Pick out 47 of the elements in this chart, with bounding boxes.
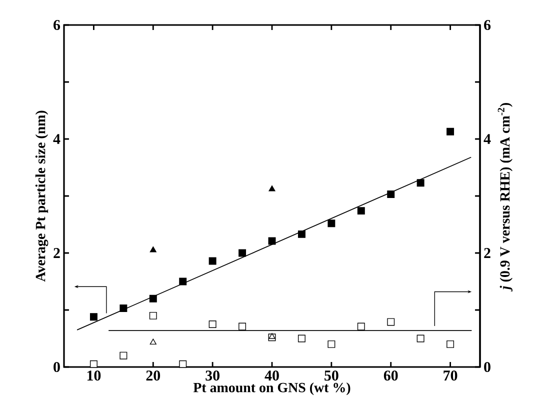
point <box>120 304 128 312</box>
point <box>328 220 336 228</box>
x-tick-label: 10 <box>87 370 101 381</box>
y-axis-title: Average Pt particle size (nm) <box>35 110 48 282</box>
point <box>328 340 336 348</box>
point <box>150 246 156 252</box>
y2-axis-title: j (0.9 V versus RHE) (mA cm$^{-2}$) <box>498 102 512 292</box>
x-tick-label: 70 <box>444 370 458 381</box>
point <box>268 237 276 245</box>
point <box>268 333 276 339</box>
x-tick-label: 60 <box>384 370 398 381</box>
point <box>298 230 306 238</box>
y2-tick-label: 2 <box>484 248 490 258</box>
point <box>179 360 187 368</box>
point <box>179 278 187 286</box>
point <box>416 179 424 187</box>
point <box>120 352 128 360</box>
point <box>238 322 246 330</box>
point <box>268 185 276 192</box>
y2-tick-label: 0 <box>484 362 490 372</box>
y-tick-label: 4 <box>53 134 60 144</box>
point <box>150 338 156 345</box>
y2-tick-label: 6 <box>484 20 491 30</box>
x-tick-label: 20 <box>146 370 160 381</box>
point <box>416 334 424 342</box>
point <box>208 257 216 265</box>
point <box>298 334 306 342</box>
x-tick-label: 30 <box>206 370 220 381</box>
y-tick-label: 2 <box>54 248 60 258</box>
point <box>387 190 395 198</box>
y-tick-label: 6 <box>54 20 60 30</box>
point <box>149 312 157 320</box>
point <box>387 318 395 326</box>
point <box>90 313 98 321</box>
point <box>149 294 157 302</box>
x-axis-title: Pt amount on GNS (wt %) <box>193 382 350 396</box>
point <box>357 322 365 330</box>
y-tick-label: 0 <box>54 362 60 372</box>
point <box>446 340 454 348</box>
point <box>357 207 365 215</box>
y2-tick-label: 4 <box>484 134 491 144</box>
point <box>446 128 454 136</box>
point <box>238 249 246 257</box>
point <box>208 320 216 328</box>
x-tick-label: 40 <box>264 370 279 381</box>
x-tick-label: 50 <box>324 370 338 381</box>
point <box>90 360 98 368</box>
